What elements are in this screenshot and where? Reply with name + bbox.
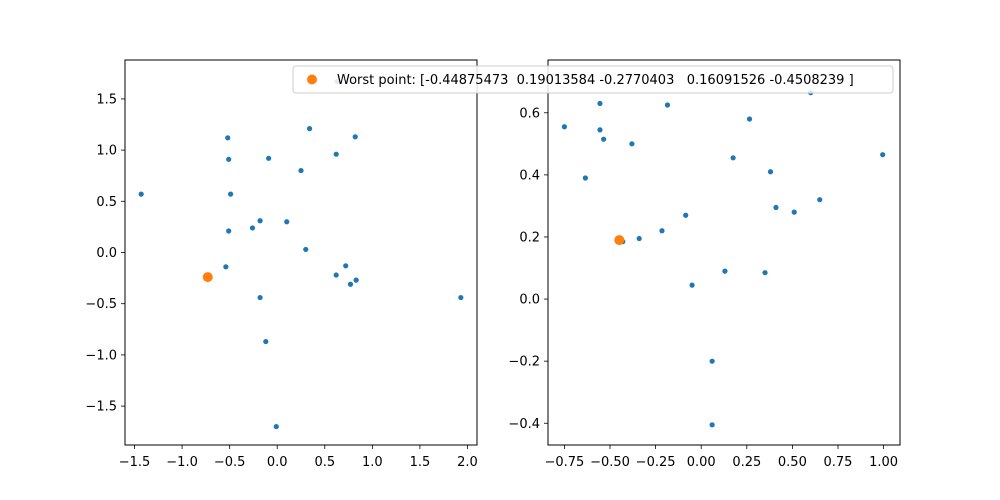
right-data-point [880, 152, 886, 158]
left-data-point [249, 225, 256, 231]
right-x-tick-label: −0.25 [636, 455, 676, 470]
left-data-point [298, 167, 304, 174]
left-x-tick-label: 2.0 [457, 455, 478, 470]
right-data-point [689, 282, 695, 288]
right-x-tick-label: 1.00 [869, 455, 898, 470]
legend-label-worst-point: Worst point: [-0.44875473 0.19013584 -0.… [337, 73, 854, 88]
left-y-tick-label: 0.5 [96, 195, 117, 210]
right-data-point [722, 268, 728, 274]
left-worst-point [202, 272, 213, 283]
left-data-point [228, 191, 234, 197]
left-x-tick-label: 1.0 [362, 455, 383, 470]
right-data-point [597, 100, 603, 107]
right-data-point [709, 422, 715, 428]
left-data-point [223, 264, 229, 270]
right-y-tick-label: 0.2 [519, 230, 540, 245]
right-y-tick-label: −0.4 [508, 417, 540, 432]
left-data-point [343, 263, 349, 269]
right-y-tick-label: −0.2 [508, 355, 540, 370]
left-data-point [226, 156, 232, 162]
right-x-tick-label: −0.50 [590, 455, 630, 470]
left-data-point [257, 218, 263, 224]
right-y-tick-label: 0.4 [519, 168, 540, 183]
left-data-point [352, 134, 358, 140]
right-scatter-plot: −0.75 −0.50 −0.25 0.00 0.25 0.50 0.75 1.00 −0.4 −… [508, 59, 901, 470]
right-x-tick-label: 0.75 [824, 455, 853, 470]
left-y-tick-label: 0.0 [96, 246, 117, 261]
left-y-tick-label: −1.5 [85, 400, 117, 415]
right-data-point [582, 175, 588, 181]
right-y-tick-label: 0.0 [519, 293, 540, 308]
left-y-tick-label: 1.5 [96, 92, 117, 107]
left-axes-frame [124, 59, 478, 446]
right-data-point [636, 235, 642, 242]
right-data-point [659, 228, 665, 234]
left-data-point [263, 338, 269, 345]
right-data-point [791, 209, 797, 215]
legend-frame [292, 65, 894, 94]
right-y-tick-label: 0.6 [519, 106, 540, 121]
right-data-point [683, 212, 689, 218]
left-x-tick-label: 0.0 [267, 455, 288, 470]
left-data-point [333, 272, 339, 278]
left-data-point [284, 219, 290, 225]
right-data-point [629, 141, 635, 147]
right-data-point [561, 124, 568, 130]
left-y-tick-label: −1.0 [85, 348, 117, 363]
legend-marker-worst-point [307, 74, 317, 85]
left-data-point [273, 423, 279, 430]
left-data-point [303, 246, 309, 253]
left-y-tick-label: −0.5 [85, 297, 117, 312]
right-data-point [730, 155, 736, 161]
right-x-tick-label: 0.25 [732, 455, 761, 470]
right-data-point [664, 102, 671, 108]
right-data-point [597, 127, 603, 133]
left-x-tick-label: 1.5 [410, 455, 431, 470]
left-data-point [333, 151, 339, 157]
right-x-tick-label: 0.00 [687, 455, 716, 470]
right-worst-point [614, 235, 625, 246]
left-x-tick-label: −1.0 [166, 455, 198, 470]
left-y-tick-label: 1.0 [96, 144, 117, 159]
left-data-point [225, 135, 231, 141]
right-data-point [817, 197, 823, 203]
right-data-point [709, 358, 715, 364]
left-data-point [266, 155, 272, 161]
left-data-point [458, 294, 464, 301]
right-data-point [746, 116, 753, 122]
right-axes-frame [547, 59, 901, 446]
left-data-point [353, 277, 359, 283]
legend: Worst point: [-0.44875473 0.19013584 -0.… [292, 65, 894, 94]
left-x-tick-label: −1.5 [119, 455, 151, 470]
left-data-point [306, 126, 313, 132]
left-x-tick-label: 0.5 [314, 455, 335, 470]
left-data-point [347, 281, 354, 287]
right-x-tick-label: 0.50 [778, 455, 807, 470]
right-data-point [767, 169, 774, 175]
left-scatter-plot: −1.5 −1.0 −0.5 0.0 0.5 1.0 1.5 2.0 −1.5 −1.0 −0.5 0… [85, 59, 478, 470]
right-data-point [762, 270, 768, 276]
right-x-tick-label: −0.75 [544, 455, 584, 470]
left-data-point [257, 294, 263, 301]
left-data-point [226, 228, 232, 234]
left-data-point [138, 191, 144, 197]
right-data-point [601, 136, 607, 142]
right-data-point [773, 204, 779, 211]
left-x-tick-label: −0.5 [214, 455, 246, 470]
